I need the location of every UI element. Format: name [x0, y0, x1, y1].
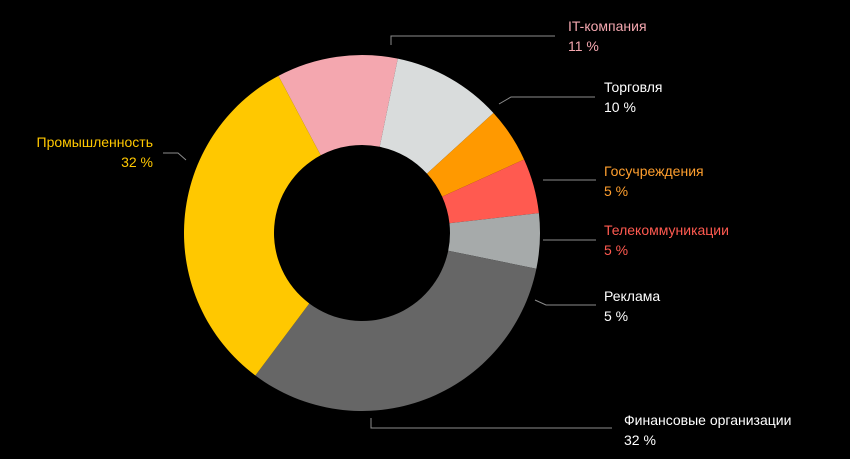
donut-slice-2: [379, 58, 494, 174]
slice-label-4: Телекоммуникации: [604, 222, 729, 238]
donut-slice-3: [426, 112, 525, 197]
donut-slices: [183, 55, 540, 412]
donut-slice-4: [442, 159, 539, 224]
donut-slice-7: [183, 75, 321, 376]
leader-line-7: [163, 152, 187, 161]
slice-value-7: 32 %: [121, 154, 153, 170]
slice-label-6: Финансовые организации: [624, 412, 791, 428]
slice-label-2: Торговля: [604, 79, 662, 95]
slice-labels: IT-компания 11 % Торговля 10 % Госучреждения…: [37, 18, 792, 448]
slice-value-5: 5 %: [604, 308, 628, 324]
donut-slice-6: [255, 250, 537, 412]
slice-label-3: Госучреждения: [604, 163, 704, 179]
slice-value-6: 32 %: [624, 432, 656, 448]
leader-line-1: [390, 35, 555, 45]
slice-value-2: 10 %: [604, 99, 636, 115]
slice-value-4: 5 %: [604, 242, 628, 258]
slice-label-7: Промышленность: [37, 134, 153, 150]
slice-label-1: IT-компания: [568, 18, 647, 34]
leader-line-5: [534, 299, 596, 306]
leader-line-2: [498, 96, 595, 105]
leader-lines: [163, 35, 612, 429]
slice-label-5: Реклама: [604, 288, 660, 304]
slice-value-3: 5 %: [604, 183, 628, 199]
donut-slice-1: [278, 55, 398, 156]
slice-value-1: 11 %: [568, 38, 599, 54]
donut-slice-5: [448, 213, 540, 269]
leader-line-6: [370, 418, 612, 429]
